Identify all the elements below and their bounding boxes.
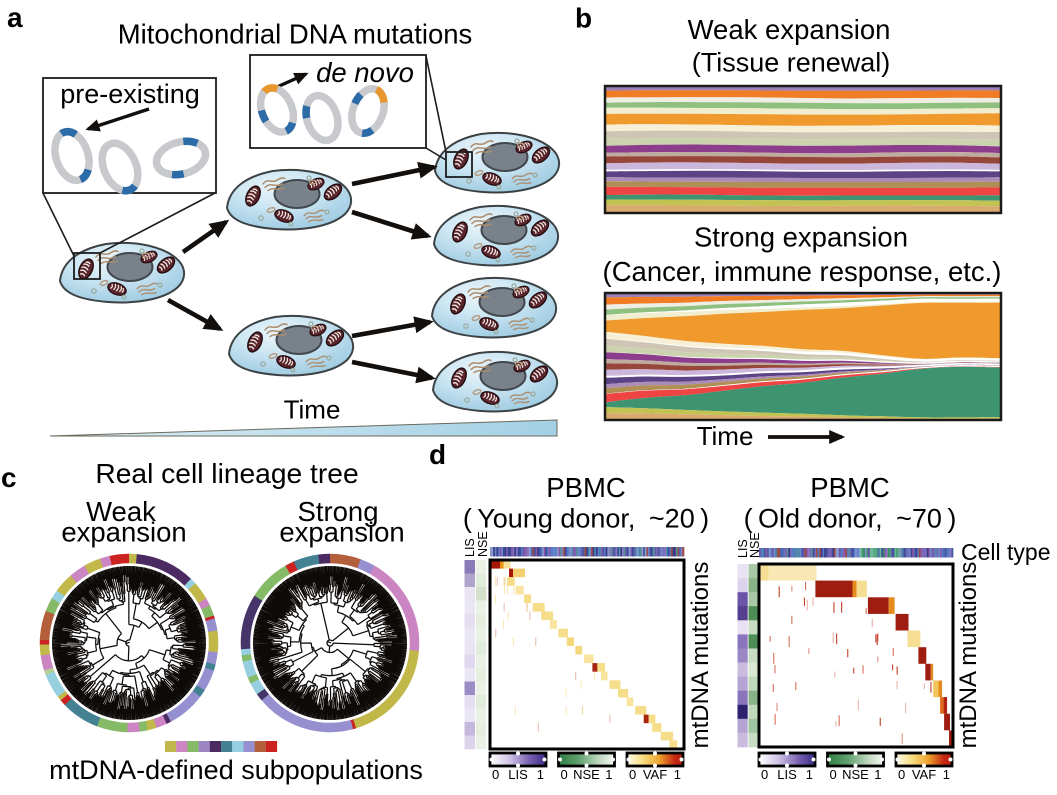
svg-text:1: 1 <box>537 767 544 782</box>
svg-text:expansion: expansion <box>61 517 186 548</box>
svg-text:Weak expansion: Weak expansion <box>688 14 891 45</box>
svg-text:Strong expansion: Strong expansion <box>694 222 908 253</box>
svg-text:pre-existing: pre-existing <box>60 79 200 109</box>
svg-text:0: 0 <box>629 767 636 782</box>
svg-text:VAF: VAF <box>912 767 936 782</box>
svg-text:mtDNA mutations: mtDNA mutations <box>955 562 982 749</box>
svg-text:Mitochondrial DNA mutations: Mitochondrial DNA mutations <box>118 19 473 50</box>
svg-text:NSE: NSE <box>842 767 869 782</box>
svg-text:Time: Time <box>697 421 754 451</box>
svg-text:a: a <box>7 2 23 33</box>
svg-text:b: b <box>575 3 592 34</box>
svg-text:de novo: de novo <box>316 57 414 88</box>
svg-text:NSE: NSE <box>476 531 490 557</box>
svg-text:PBMC: PBMC <box>546 472 625 503</box>
svg-text:mtDNA mutations: mtDNA mutations <box>687 562 714 749</box>
svg-text:(Cancer, immune response, etc.: (Cancer, immune response, etc.) <box>603 256 1002 287</box>
svg-text:PBMC: PBMC <box>810 472 889 503</box>
svg-text:Strong: Strong <box>297 496 378 527</box>
svg-text:VAF: VAF <box>643 767 667 782</box>
svg-text:0: 0 <box>898 767 905 782</box>
svg-text:0: 0 <box>830 767 837 782</box>
svg-text:expansion: expansion <box>279 517 404 548</box>
svg-text:Cell type: Cell type <box>961 539 1050 565</box>
svg-text:LIS: LIS <box>777 767 797 782</box>
svg-text:Real cell lineage tree: Real cell lineage tree <box>95 457 358 489</box>
svg-text:0: 0 <box>492 767 499 782</box>
svg-text:1: 1 <box>943 767 950 782</box>
svg-text:( Old donor, ~70 ): ( Old donor, ~70 ) <box>744 504 957 534</box>
svg-text:LIS: LIS <box>736 539 750 558</box>
svg-text:Time: Time <box>284 395 341 425</box>
svg-text:LIS: LIS <box>463 538 477 557</box>
svg-text:c: c <box>1 462 17 493</box>
svg-text:1: 1 <box>874 767 881 782</box>
svg-text:1: 1 <box>806 767 813 782</box>
svg-text:( Young donor, ~20 ): ( Young donor, ~20 ) <box>463 504 709 534</box>
svg-text:0: 0 <box>761 767 768 782</box>
svg-text:1: 1 <box>605 767 612 782</box>
svg-text:1: 1 <box>674 767 681 782</box>
svg-text:mtDNA-defined subpopulations: mtDNA-defined subpopulations <box>49 755 423 785</box>
svg-text:0: 0 <box>561 767 568 782</box>
svg-text:d: d <box>429 439 446 470</box>
svg-text:(Tissue renewal): (Tissue renewal) <box>692 48 891 78</box>
svg-text:LIS: LIS <box>508 767 528 782</box>
svg-text:NSE: NSE <box>748 532 762 558</box>
svg-text:NSE: NSE <box>573 767 600 782</box>
svg-text:Weak: Weak <box>86 496 156 527</box>
